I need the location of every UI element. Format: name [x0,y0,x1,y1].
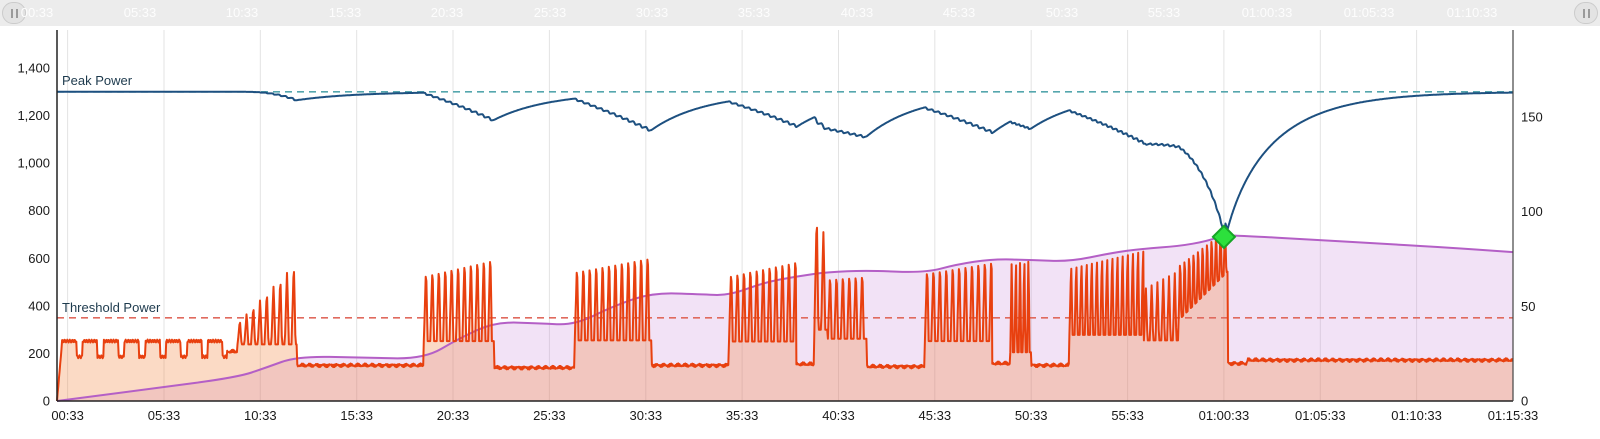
left-tick-label: 800 [28,203,50,218]
handle-grip-icon [1582,8,1585,18]
time-range-slider[interactable]: 00:33 05:33 10:33 15:33 20:33 25:33 30:33 35:33… [0,0,1600,26]
right-tick-label: 150 [1521,110,1543,125]
left-tick-label: 1,400 [17,61,50,76]
x-tick-label: 35:33 [726,408,759,423]
slider-tick-label: 30:33 [635,5,669,20]
left-tick-label: 1,000 [17,156,50,171]
slider-tick-label: 00:33 [20,5,54,20]
x-tick-label: 01:00:33 [1199,408,1250,423]
left-tick-label: 200 [28,346,50,361]
handle-grip-icon [10,8,13,18]
x-tick-label: 25:33 [533,408,566,423]
power-area [57,227,1513,401]
power-line [56,226,1514,402]
handle-grip-icon [15,8,18,18]
x-tick-label: 01:10:33 [1391,408,1442,423]
x-tick-label: 05:33 [148,408,181,423]
x-tick-label: 10:33 [244,408,277,423]
slider-tick-label: 50:33 [1045,5,1079,20]
difficulty-area [57,235,1513,401]
x-tick-label: 01:05:33 [1295,408,1346,423]
slider-right-handle[interactable] [1574,2,1598,24]
slider-left-handle[interactable] [2,2,26,24]
right-tick-label: 0 [1521,394,1528,409]
x-tick-label: 15:33 [340,408,373,423]
slider-tick-label: 35:33 [737,5,771,20]
slider-tick-label: 05:33 [123,5,157,20]
slider-tick-label: 20:33 [430,5,464,20]
slider-tick-label: 45:33 [942,5,976,20]
left-tick-label: 1,200 [17,108,50,123]
x-tick-label: 50:33 [1015,408,1048,423]
x-tick-label: 30:33 [630,408,663,423]
x-tick-label: 01:15:33 [1488,408,1539,423]
x-tick-label: 00:33 [51,408,84,423]
slider-tick-label: 15:33 [328,5,362,20]
right-tick-label: 100 [1521,204,1543,219]
mpa-line [56,90,1513,234]
slider-tick-label: 01:05:33 [1343,5,1395,20]
slider-tick-label: 10:33 [225,5,259,20]
left-tick-label: 600 [28,251,50,266]
left-tick-label: 0 [43,394,50,409]
slider-tick-label: 55:33 [1147,5,1181,20]
x-tick-label: 55:33 [1111,408,1144,423]
right-tick-label: 50 [1521,299,1535,314]
threshold-power-label: Threshold Power [62,300,161,315]
breakthrough-marker-icon[interactable] [1211,224,1237,250]
x-tick-label: 45:33 [919,408,952,423]
slider-tick-label: 25:33 [533,5,567,20]
handle-grip-icon [1587,8,1590,18]
slider-tick-label: 40:33 [840,5,874,20]
x-tick-label: 20:33 [437,408,470,423]
slider-tick-label: 01:10:33 [1446,5,1498,20]
peak-power-label: Peak Power [62,73,133,88]
left-tick-label: 400 [28,298,50,313]
x-tick-label: 40:33 [822,408,855,423]
slider-tick-label: 01:00:33 [1241,5,1293,20]
